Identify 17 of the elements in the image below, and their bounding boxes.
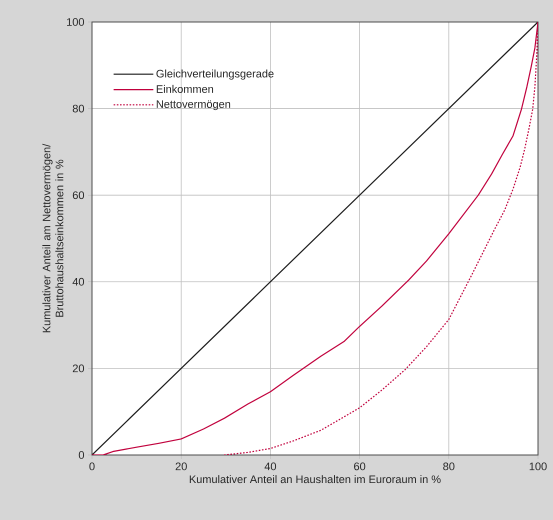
- x-tick-label: 40: [264, 462, 276, 470]
- y-tick-label: 60: [72, 191, 84, 200]
- y-axis-title: Kumulativer Anteil am Nettovermögen/ Bruttohaushaltseinkommen in %: [42, 144, 64, 332]
- x-tick-label: 0: [89, 462, 95, 470]
- legend-label: Nettovermögen: [156, 100, 230, 110]
- x-tick-label: 100: [530, 462, 547, 470]
- y-tick-label: 40: [72, 278, 84, 286]
- y-tick-label: 80: [72, 104, 84, 112]
- x-tick-label: 60: [354, 462, 366, 470]
- x-axis-title: Kumulativer Anteil an Haushalten im Euroraum in %: [190, 475, 441, 484]
- x-tick-label: 80: [443, 462, 454, 470]
- x-tick-label: 20: [176, 462, 187, 470]
- legend-label: Einkommen: [156, 84, 214, 93]
- y-tick-label: 20: [72, 364, 84, 372]
- y-tick-label: 0: [78, 451, 84, 459]
- y-tick-label: 100: [67, 18, 84, 26]
- legend-label: Gleichverteilungsgerade: [156, 69, 274, 80]
